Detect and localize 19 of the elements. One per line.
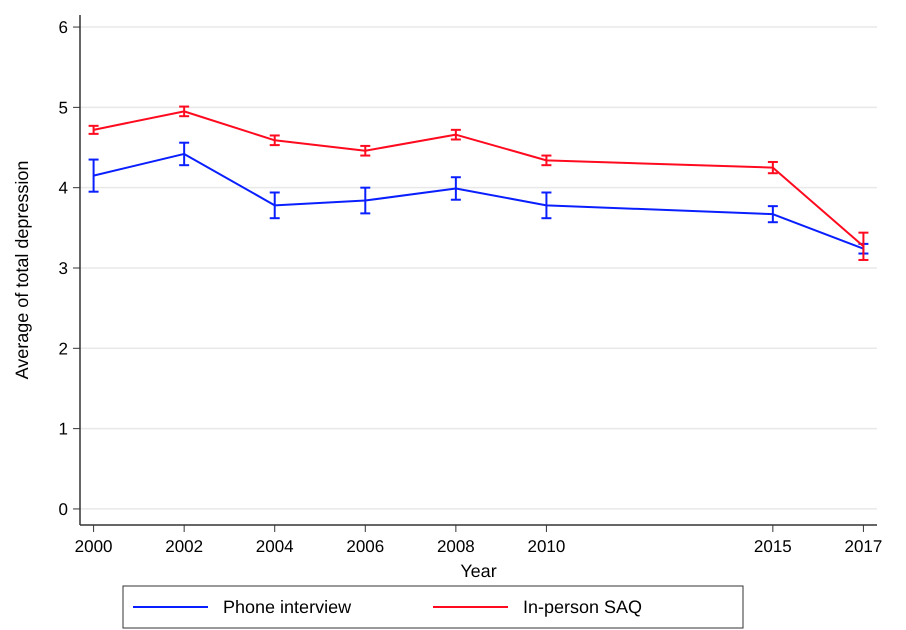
y-tick-label: 0 [58,500,68,519]
y-tick-label: 6 [58,18,68,38]
y-tick-label: 5 [58,98,68,118]
x-tick-label: 2008 [436,537,475,556]
legend-label: In-person SAQ [523,597,642,617]
x-tick-label: 2002 [165,537,204,556]
y-tick-label: 1 [58,420,68,439]
x-axis-title: Year [460,561,497,581]
legend-label: Phone interview [223,597,352,617]
x-tick-label: 2015 [754,537,792,556]
x-tick-label: 2004 [256,537,294,556]
x-tick-label: 2000 [74,537,112,556]
y-axis-title: Average of total depression [12,160,32,380]
x-tick-label: 2010 [528,537,566,556]
y-tick-label: 2 [58,339,68,358]
x-tick-label: 2006 [346,537,384,556]
x-tick-label: 2017 [844,537,882,556]
y-tick-label: 3 [58,258,68,278]
y-tick-label: 4 [58,178,68,198]
